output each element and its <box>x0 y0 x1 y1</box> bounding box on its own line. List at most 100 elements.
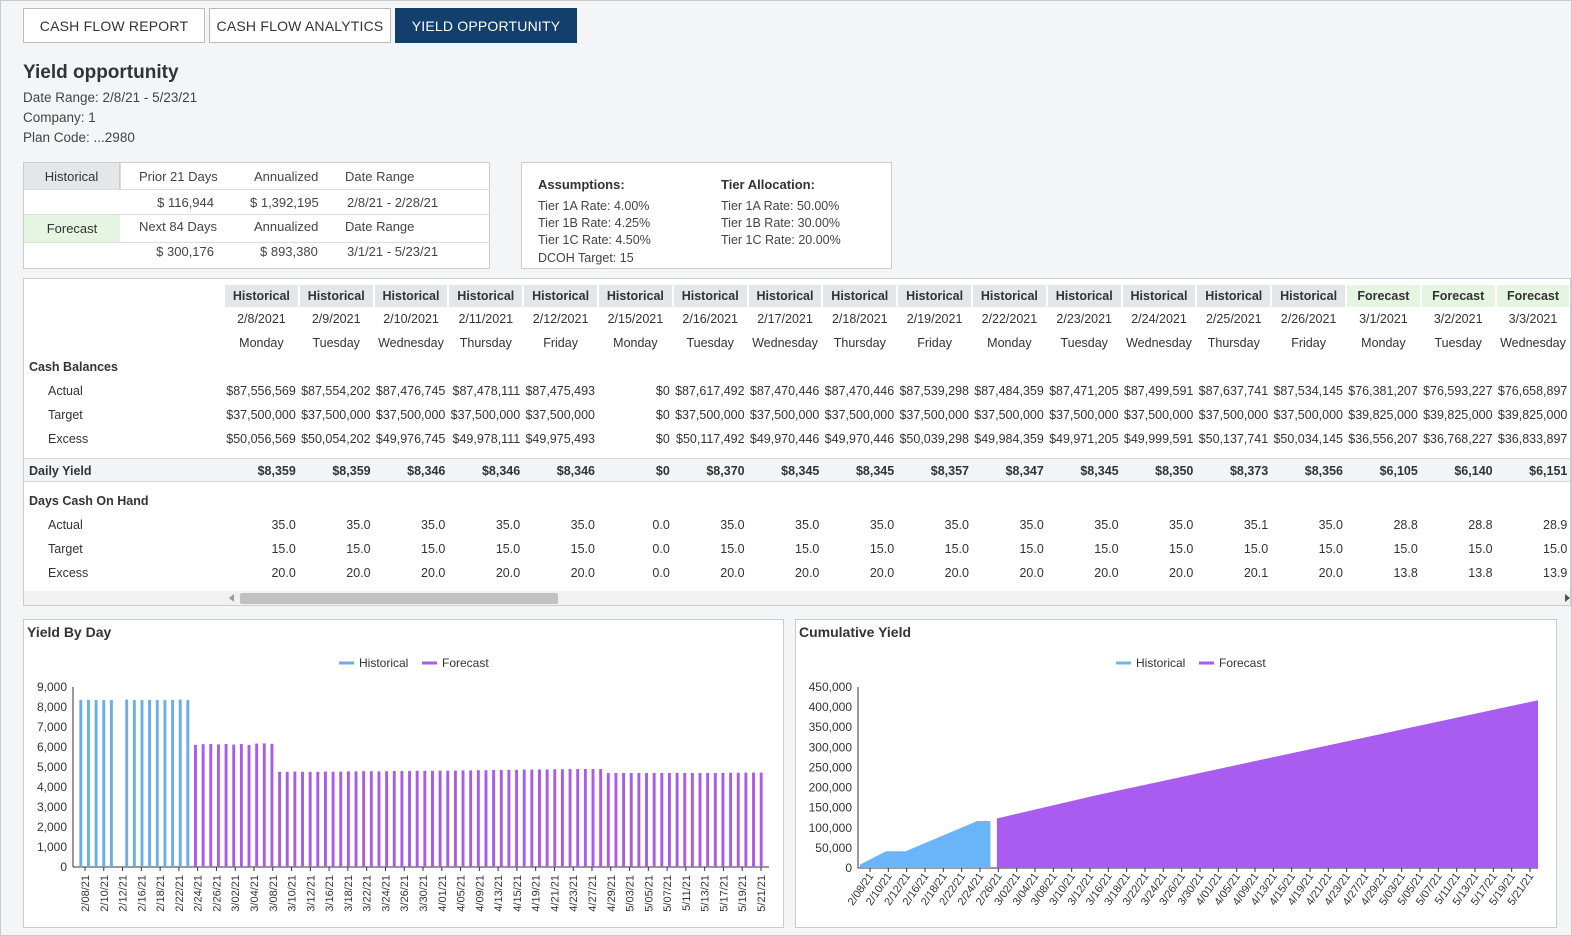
column-type-header: Historical <box>1272 285 1345 307</box>
x-tick-label: 4/21/21 <box>549 875 561 912</box>
cash-excess-cell: $49,971,205 <box>1049 432 1119 446</box>
tab-yield-opportunity[interactable]: YIELD OPPORTUNITY <box>395 8 577 43</box>
historical-bar <box>132 700 136 867</box>
column-type-header: Historical <box>1197 285 1271 307</box>
cash-actual-cell: $76,381,207 <box>1348 384 1418 398</box>
column-date: 2/19/2021 <box>906 312 963 326</box>
hist-prior-value: $ 116,944 <box>157 195 214 210</box>
x-tick-label: 4/05/21 <box>456 875 468 912</box>
forecast-bar <box>729 772 733 867</box>
cash-target-cell: $39,825,000 <box>1423 408 1493 422</box>
column-date: 3/3/2021 <box>1508 312 1558 326</box>
forecast-bar <box>377 771 381 867</box>
cash-actual-cell: $76,658,897 <box>1497 384 1568 398</box>
x-tick-label: 3/24/21 <box>380 875 392 912</box>
tab-cash-flow-analytics[interactable]: CASH FLOW ANALYTICS <box>209 8 391 43</box>
column-date: 2/10/2021 <box>383 312 439 326</box>
cash-excess-cell: $49,999,591 <box>1123 432 1194 446</box>
tab-cash-flow-report[interactable]: CASH FLOW REPORT <box>23 8 205 43</box>
forecast-bar <box>247 745 251 867</box>
divider <box>120 163 121 189</box>
dcoh-actual-cell: 28.8 <box>1393 518 1418 532</box>
forecast-bar <box>614 773 618 867</box>
fore-next-days-header: Next 84 Days <box>139 219 218 234</box>
column-date: 2/15/2021 <box>607 312 664 326</box>
dcoh-excess-cell: 13.8 <box>1468 566 1493 580</box>
y-tick-label: 0 <box>60 860 67 874</box>
forecast-bar <box>645 773 648 867</box>
assumptions-title: Assumptions: <box>538 177 625 192</box>
hist-prior-days-header: Prior 21 Days <box>139 169 218 184</box>
yield-data-grid[interactable]: Cash Balances Actual Target Excess Daily… <box>23 278 1571 606</box>
x-tick-label: 3/22/21 <box>362 875 374 912</box>
divider <box>24 214 489 215</box>
forecast-bar <box>683 773 687 867</box>
yield-summary-table: Historical Forecast Prior 21 Days Annual… <box>23 162 490 269</box>
column-type-header: Historical <box>1047 285 1121 307</box>
scrollbar-thumb[interactable] <box>240 593 558 604</box>
forecast-bar <box>553 769 557 867</box>
legend-historical-label: Historical <box>359 656 408 670</box>
forecast-bar <box>492 770 496 867</box>
x-tick-label: 5/19/21 <box>737 875 749 912</box>
column-type-header: Forecast <box>1347 285 1420 307</box>
horizontal-scrollbar[interactable] <box>24 591 1570 605</box>
daily-yield-cell: $8,347 <box>1005 464 1044 478</box>
x-tick-label: 2/10/21 <box>99 875 111 912</box>
cash-excess-cell: $50,137,741 <box>1198 432 1269 446</box>
dcoh-excess-cell: 20.0 <box>570 566 595 580</box>
dcoh-excess-cell: 20.0 <box>421 566 446 580</box>
cash-target-cell: $39,825,000 <box>1348 408 1418 422</box>
column-day: Wednesday <box>752 336 818 350</box>
column-type-header: Historical <box>524 285 597 307</box>
dcoh-excess-cell: 20.0 <box>495 566 521 580</box>
historical-bar <box>94 700 98 867</box>
cash-excess-cell: $0 <box>655 432 670 446</box>
column-type-header: Historical <box>823 285 897 307</box>
daily-yield-cell: $8,345 <box>855 464 895 478</box>
hist-date-range-value: 2/8/21 - 2/28/21 <box>347 195 439 210</box>
dcoh-target-cell: 15.0 <box>1318 542 1343 556</box>
assumption-line: Tier 1A Rate: 4.00% <box>538 199 650 213</box>
date-range-text: Date Range: 2/8/21 - 5/23/21 <box>23 90 198 105</box>
forecast-bar <box>461 770 465 867</box>
scroll-left-arrow-icon[interactable] <box>229 594 234 602</box>
column-day: Friday <box>543 336 578 350</box>
dcoh-actual-cell: 35.0 <box>346 518 371 532</box>
dcoh-target-cell: 15.0 <box>944 542 969 556</box>
forecast-bar <box>721 773 725 867</box>
daily-yield-row-bg <box>24 458 1570 482</box>
forecast-bar <box>308 771 312 867</box>
y-tick-label: 300,000 <box>809 740 853 754</box>
column-day: Monday <box>1361 336 1406 350</box>
row-label-actual: Actual <box>48 384 83 398</box>
forecast-bar <box>538 769 541 867</box>
forecast-bar <box>346 771 350 867</box>
dcoh-actual-cell: 35.0 <box>720 518 745 532</box>
x-tick-label: 2/16/21 <box>136 875 148 912</box>
yield-by-day-chart: 9,000 8,000 7,000 6,000 5,000 4,000 3,000 2,000… <box>37 656 769 912</box>
row-label-target: Target <box>48 542 83 556</box>
y-tick-label: 5,000 <box>37 760 67 774</box>
dcoh-target-cell: 15.0 <box>1094 542 1119 556</box>
forecast-bar <box>316 771 320 867</box>
forecast-bar <box>507 769 511 867</box>
forecast-bar <box>713 773 717 867</box>
column-type-header: Historical <box>374 285 448 307</box>
historical-bar <box>109 700 113 867</box>
x-tick-label: 4/27/21 <box>587 875 599 912</box>
cash-target-cell: $37,500,000 <box>226 408 296 422</box>
x-tick-label: 4/23/21 <box>568 875 580 912</box>
forecast-bar <box>323 771 327 867</box>
dcoh-excess-cell: 20.0 <box>869 566 895 580</box>
scroll-right-arrow-icon[interactable] <box>1565 594 1570 602</box>
forecast-label: Forecast <box>24 214 120 242</box>
dcoh-target-cell: 15.0 <box>271 542 296 556</box>
cash-target-cell: $37,500,000 <box>450 408 521 422</box>
tier-line: Tier 1A Rate: 50.00% <box>721 199 840 213</box>
forecast-bar <box>385 771 389 867</box>
hist-annualized-value: $ 1,392,195 <box>250 195 319 210</box>
cash-actual-cell: $87,637,741 <box>1198 384 1269 398</box>
y-tick-label: 3,000 <box>37 800 67 814</box>
